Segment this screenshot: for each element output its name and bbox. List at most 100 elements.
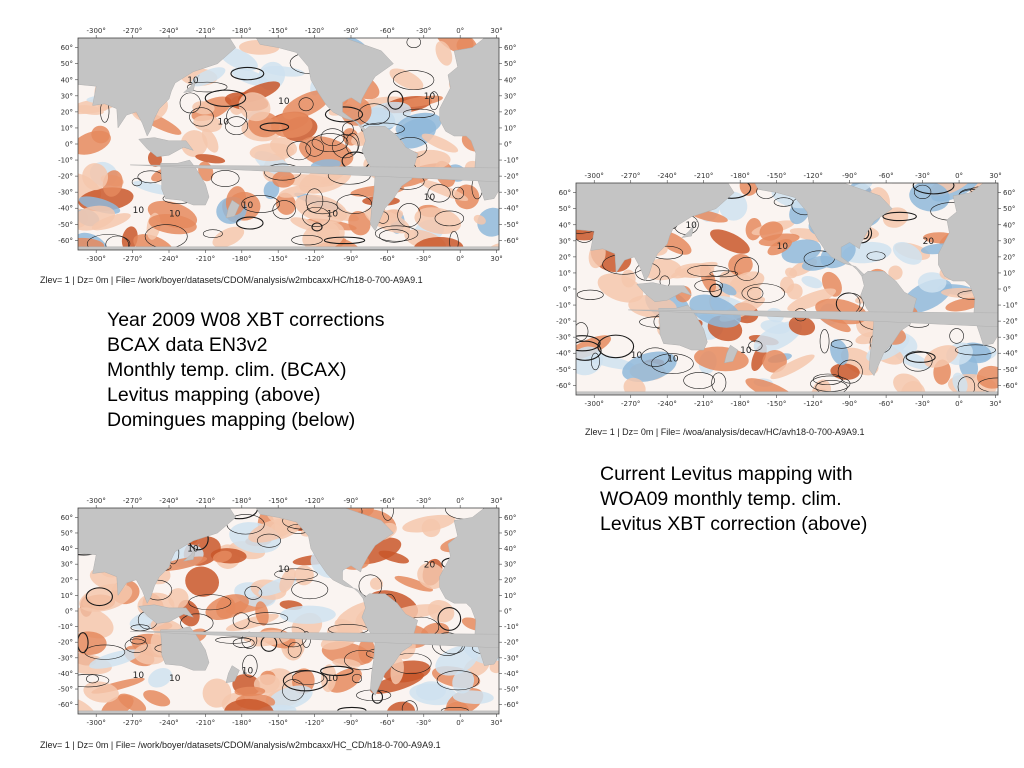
lat-tick-label-right: 0° [504, 608, 512, 616]
lon-tick-label-bottom: 30° [490, 255, 502, 263]
contour-line [226, 105, 248, 127]
lon-tick-label-bottom: -270° [123, 719, 142, 727]
anomaly-patch [395, 112, 442, 138]
lon-tick-label-top: -270° [123, 27, 142, 35]
lat-tick-label-left: 60° [61, 514, 73, 522]
contour-value-label: 10 [169, 209, 181, 219]
contour-value-label: 10 [278, 565, 290, 575]
contour-line [379, 229, 410, 243]
lon-tick-label-bottom: -240° [159, 255, 178, 263]
contour-line [397, 203, 421, 228]
anomaly-patch [275, 192, 296, 215]
lon-tick-label-bottom: -90° [842, 400, 857, 408]
lat-tick-label-right: -30° [504, 189, 519, 197]
lat-tick-label-left: -50° [58, 686, 73, 694]
lon-tick-label-bottom: -240° [159, 719, 178, 727]
contour-value-label: 10 [133, 671, 145, 681]
lat-tick-label-right: -40° [1003, 350, 1018, 358]
anomaly-patch [888, 265, 903, 280]
anomaly-patch [250, 636, 290, 647]
contour-value-label: 10 [631, 351, 643, 361]
lat-tick-label-right: 50° [504, 60, 516, 68]
lat-tick-label-left: 10° [559, 269, 571, 277]
anomaly-patch [213, 550, 232, 563]
contour-value-label: 10 [242, 666, 254, 676]
contour-line [244, 586, 263, 600]
lon-tick-label-top: -300° [585, 172, 604, 180]
land-japan [680, 219, 698, 238]
anomaly-patch [452, 669, 475, 694]
map-top-left-svg: 10 10 10 10 10 10 10 10 10 -300° -300° -270° -270° -2… [58, 27, 519, 263]
land-new-zealand [225, 665, 240, 684]
lon-tick-label-bottom: -90° [344, 255, 359, 263]
land-indonesia [138, 604, 194, 624]
land-antarctica [576, 391, 998, 395]
contour-line [819, 329, 830, 354]
contour-line [402, 108, 435, 118]
lat-tick-label-right: 40° [1003, 221, 1015, 229]
land-antarctica [78, 246, 499, 250]
anomaly-patch [272, 170, 295, 188]
contour-line [406, 38, 421, 48]
map-bottom-left-svg: 10 10 20 10 10 10 10 -300° -300° -270° -270° -240° -… [58, 497, 519, 727]
lon-tick-label-top: -30° [915, 172, 930, 180]
lon-tick-label-top: -150° [268, 497, 287, 505]
anomaly-patch [728, 253, 753, 276]
anomaly-patch [369, 577, 383, 590]
right-text-line: WOA09 monthly temp. clim. [600, 488, 842, 510]
contour-value-label: 10 [327, 674, 339, 684]
contour-line [179, 92, 201, 114]
left-description: Year 2009 W08 XBT corrections BCAX data … [107, 308, 385, 433]
lon-tick-label-bottom: -90° [344, 719, 359, 727]
lat-tick-label-right: -20° [1003, 318, 1018, 326]
land-indonesia [138, 137, 194, 158]
contour-line [452, 186, 465, 200]
lat-tick-label-right: -30° [1003, 334, 1018, 342]
contour-line [913, 184, 932, 200]
lon-tick-label-bottom: -60° [879, 400, 894, 408]
lon-tick-label-bottom: -210° [196, 719, 215, 727]
lon-tick-label-bottom: -60° [380, 719, 395, 727]
map-top-left-caption: Zlev= 1 | Dz= 0m | File= /work/boyer/dat… [40, 275, 423, 285]
lon-tick-label-bottom: -120° [803, 400, 822, 408]
contour-line [189, 107, 214, 127]
land-australia [160, 626, 210, 671]
anomaly-patch [952, 372, 968, 394]
lon-tick-label-bottom: -30° [416, 719, 431, 727]
lat-tick-label-left: -30° [58, 189, 73, 197]
contour-line [259, 122, 290, 132]
contour-line [830, 339, 853, 349]
lon-tick-label-top: 0° [456, 27, 464, 35]
anomaly-patch [121, 226, 138, 250]
land-japan [182, 74, 200, 93]
anomaly-patch [477, 207, 499, 237]
right-text-line: Levitus XBT correction (above) [600, 513, 868, 535]
lat-tick-label-right: 60° [504, 44, 516, 52]
lon-tick-label-top: -90° [344, 27, 359, 35]
lat-tick-label-right: -30° [504, 654, 519, 662]
anomaly-patch [78, 105, 104, 115]
lon-tick-label-top: -120° [305, 497, 324, 505]
contour-line [188, 594, 232, 611]
lat-tick-label-right: -60° [504, 701, 519, 709]
anomaly-patch [195, 154, 226, 164]
land-madagascar [130, 164, 499, 183]
contour-line [320, 128, 345, 147]
anomaly-patch [82, 163, 109, 191]
contour-line [324, 106, 364, 123]
anomaly-patch [185, 566, 220, 597]
lat-tick-label-right: 10° [1003, 269, 1015, 277]
contour-line [323, 236, 366, 245]
lat-tick-label-right: 60° [1003, 189, 1015, 197]
map-bottom-left: 10 10 20 10 10 10 10 -300° -300° -270° -270° -240° -… [40, 488, 525, 738]
lon-tick-label-bottom: 30° [989, 400, 1001, 408]
lat-tick-label-left: 30° [61, 561, 73, 569]
land-indonesia [636, 282, 693, 303]
contour-line [882, 211, 917, 222]
anomaly-patch [414, 207, 462, 235]
lon-tick-label-top: -30° [416, 27, 431, 35]
contour-value-label: 10 [133, 206, 145, 216]
contour-line [331, 134, 359, 159]
anomaly-patch [452, 690, 494, 704]
lon-tick-label-top: -210° [196, 497, 215, 505]
